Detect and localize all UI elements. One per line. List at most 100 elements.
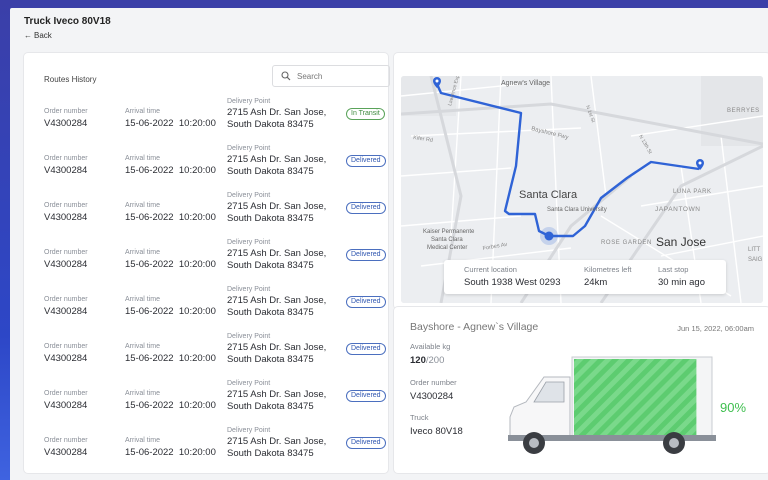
delivery-label: Delivery Point xyxy=(227,192,271,199)
cargo-load-fill xyxy=(574,359,697,435)
delivery-address: 2715 Ash Dr. San Jose, South Dakota 83475 xyxy=(227,201,337,225)
order-label: Order number xyxy=(44,202,88,209)
map-label-agnews-village: Agnew's Village xyxy=(501,80,550,87)
status-badge: Delivered xyxy=(346,343,386,355)
arrival-value: 15-06-2022 10:20:00 xyxy=(125,400,216,411)
start-pin-icon xyxy=(433,77,441,88)
truck-value: Iveco 80V18 xyxy=(410,426,463,437)
map-label-rose-garden: ROSE GARDEN xyxy=(601,240,652,246)
order-label: Order number xyxy=(44,296,88,303)
current-location-value: South 1938 West 0293 xyxy=(464,277,561,288)
status-badge: Delivered xyxy=(346,390,386,402)
arrival-label: Arrival time xyxy=(125,296,161,303)
back-link[interactable]: ← Back xyxy=(24,31,111,40)
map-label-santa-clara: Santa Clara xyxy=(519,189,578,201)
map-label-forbes-ave: Forbes Av xyxy=(482,242,508,252)
app-frame: Truck Iveco 80V18 ← Back Routes History … xyxy=(10,8,768,480)
delivery-cell: Delivery Point 2715 Ash Dr. San Jose, Sout… xyxy=(227,98,337,131)
arrival-label: Arrival time xyxy=(125,390,161,397)
table-row[interactable]: Order number V4300284 Arrival time 15-06-20… xyxy=(24,145,388,191)
delivery-address-line1: 2715 Ash Dr. San Jose, xyxy=(227,436,327,447)
delivery-address-line1: 2715 Ash Dr. San Jose, xyxy=(227,248,327,259)
available-kg: Available kg 120/200 xyxy=(410,342,450,367)
load-percentage: 90% xyxy=(720,400,747,415)
order-value: V4300284 xyxy=(44,306,88,317)
delivery-label: Delivery Point xyxy=(227,333,271,340)
map-label-luna-park: LUNA PARK xyxy=(673,189,712,195)
status-badge: Delivered xyxy=(346,202,386,214)
arrival-label: Arrival time xyxy=(125,249,161,256)
map-label-kaiser-2: Santa Clara xyxy=(431,237,463,243)
map-label-kifer-rd: Kifer Rd xyxy=(413,135,434,144)
arrival-cell: Arrival time 15-06-2022 10:20:00 xyxy=(125,343,216,365)
route-map[interactable]: Agnew's Village Bayshore Fwy Lawrence Ex… xyxy=(401,76,763,303)
map-label-japantown: JAPANTOWN xyxy=(655,206,701,213)
last-stop: Last stop 30 min ago xyxy=(658,265,705,289)
routes-history-title: Routes History xyxy=(44,75,97,84)
delivery-cell: Delivery Point 2715 Ash Dr. San Jose, Sout… xyxy=(227,239,337,272)
arrival-cell: Arrival time 15-06-2022 10:20:00 xyxy=(125,202,216,224)
km-left-value: 24km xyxy=(584,277,608,288)
table-row[interactable]: Order number V4300284 Arrival time 15-06-20… xyxy=(24,286,388,332)
delivery-address-line2: South Dakota 83475 xyxy=(227,307,314,318)
arrival-value: 15-06-2022 10:20:00 xyxy=(125,306,216,317)
shipment-route-title: Bayshore - Agnew`s Village xyxy=(410,321,539,333)
delivery-address-line2: South Dakota 83475 xyxy=(227,213,314,224)
map-label-little: LITT xyxy=(748,247,761,253)
map-label-kaiser-1: Kaiser Permanente xyxy=(423,229,475,235)
search-box[interactable] xyxy=(272,65,390,87)
delivery-address: 2715 Ash Dr. San Jose, South Dakota 83475 xyxy=(227,436,337,460)
order-value: V4300284 xyxy=(44,165,88,176)
arrow-left-icon: ← xyxy=(24,31,32,40)
order-cell: Order number V4300284 xyxy=(44,108,88,130)
order-value: V4300284 xyxy=(44,400,88,411)
search-input[interactable] xyxy=(297,71,377,81)
delivery-label: Delivery Point xyxy=(227,98,271,105)
status-badge: In Transit xyxy=(346,108,385,120)
table-row[interactable]: Order number V4300284 Arrival time 15-06-20… xyxy=(24,427,388,473)
arrival-cell: Arrival time 15-06-2022 10:20:00 xyxy=(125,155,216,177)
delivery-label: Delivery Point xyxy=(227,286,271,293)
delivery-cell: Delivery Point 2715 Ash Dr. San Jose, Sout… xyxy=(227,333,337,366)
delivery-address: 2715 Ash Dr. San Jose, South Dakota 83475 xyxy=(227,248,337,272)
order-value: V4300284 xyxy=(44,259,88,270)
arrival-cell: Arrival time 15-06-2022 10:20:00 xyxy=(125,390,216,412)
status-badge: Delivered xyxy=(346,296,386,308)
order-cell: Order number V4300284 xyxy=(44,437,88,459)
current-location-label: Current location xyxy=(464,265,517,274)
arrival-value: 15-06-2022 10:20:00 xyxy=(125,118,216,129)
truck-window xyxy=(533,381,565,403)
table-row[interactable]: Order number V4300284 Arrival time 15-06-20… xyxy=(24,98,388,144)
delivery-cell: Delivery Point 2715 Ash Dr. San Jose, Sout… xyxy=(227,286,337,319)
current-location: Current location South 1938 West 0293 xyxy=(464,265,560,289)
delivery-address-line1: 2715 Ash Dr. San Jose, xyxy=(227,342,327,353)
shipment-detail-panel: Bayshore - Agnew`s Village Jun 15, 2022,… xyxy=(394,307,768,473)
delivery-address-line2: South Dakota 83475 xyxy=(227,166,314,177)
delivery-address: 2715 Ash Dr. San Jose, South Dakota 83475 xyxy=(227,154,337,178)
truck-wheels xyxy=(523,432,685,454)
delivery-address-line1: 2715 Ash Dr. San Jose, xyxy=(227,201,327,212)
route-path xyxy=(435,83,700,238)
status-badge: Delivered xyxy=(346,437,386,449)
status-badge: Delivered xyxy=(346,249,386,261)
delivery-cell: Delivery Point 2715 Ash Dr. San Jose, Sout… xyxy=(227,380,337,413)
arrival-value: 15-06-2022 10:20:00 xyxy=(125,165,216,176)
status-badge: Delivered xyxy=(346,155,386,167)
arrival-cell: Arrival time 15-06-2022 10:20:00 xyxy=(125,296,216,318)
table-row[interactable]: Order number V4300284 Arrival time 15-06-20… xyxy=(24,192,388,238)
table-row[interactable]: Order number V4300284 Arrival time 15-06-20… xyxy=(24,333,388,379)
table-row[interactable]: Order number V4300284 Arrival time 15-06-20… xyxy=(24,380,388,426)
order-value: V4300284 xyxy=(44,212,88,223)
order-label: Order number xyxy=(44,108,88,115)
order-cell: Order number V4300284 xyxy=(44,155,88,177)
map-label-santa-clara-university: Santa Clara University xyxy=(547,207,607,213)
delivery-address-line1: 2715 Ash Dr. San Jose, xyxy=(227,154,327,165)
arrival-value: 15-06-2022 10:20:00 xyxy=(125,259,216,270)
order-number-value: V4300284 xyxy=(410,391,454,402)
delivery-address-line2: South Dakota 83475 xyxy=(227,401,314,412)
order-cell: Order number V4300284 xyxy=(44,390,88,412)
available-kg-readout: 120/200 xyxy=(410,355,450,367)
map-label-san-jose: San Jose xyxy=(656,235,706,249)
map-panel: Agnew's Village Bayshore Fwy Lawrence Ex… xyxy=(394,53,768,309)
table-row[interactable]: Order number V4300284 Arrival time 15-06-20… xyxy=(24,239,388,285)
